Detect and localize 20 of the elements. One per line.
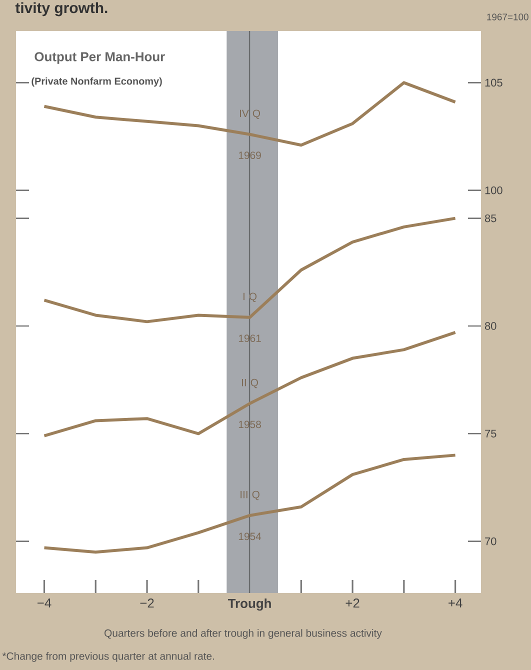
y-tick-label: 80 bbox=[484, 322, 496, 330]
text: Output Per Man-Hour bbox=[34, 52, 165, 64]
y-tick-label: 70 bbox=[485, 537, 496, 546]
x-tick-label: Trough bbox=[228, 598, 271, 611]
y2-tick-label: 100 bbox=[485, 186, 502, 194]
x-tick-label: −4 bbox=[38, 598, 52, 608]
chart-title: tivity growth. bbox=[15, 2, 108, 16]
y2-tick-label: 105 bbox=[485, 78, 502, 87]
text: *Change from previous quarter at annual rate. bbox=[2, 652, 214, 662]
y-tick-label: 75 bbox=[485, 430, 496, 438]
x-tick-label: −2 bbox=[140, 598, 154, 608]
line-series bbox=[42, 454, 457, 554]
y-tick-label: 85 bbox=[484, 214, 496, 222]
x-axis-title: Quarters before and after trough in general business activity bbox=[104, 629, 382, 639]
text: 1967=100 bbox=[487, 14, 528, 20]
line-series bbox=[42, 216, 457, 324]
line-series bbox=[42, 330, 457, 438]
x-tick-label: +2 bbox=[346, 598, 360, 608]
annotation: (Private Nonfarm Economy) bbox=[32, 77, 162, 87]
x-tick-label: +4 bbox=[448, 598, 462, 608]
